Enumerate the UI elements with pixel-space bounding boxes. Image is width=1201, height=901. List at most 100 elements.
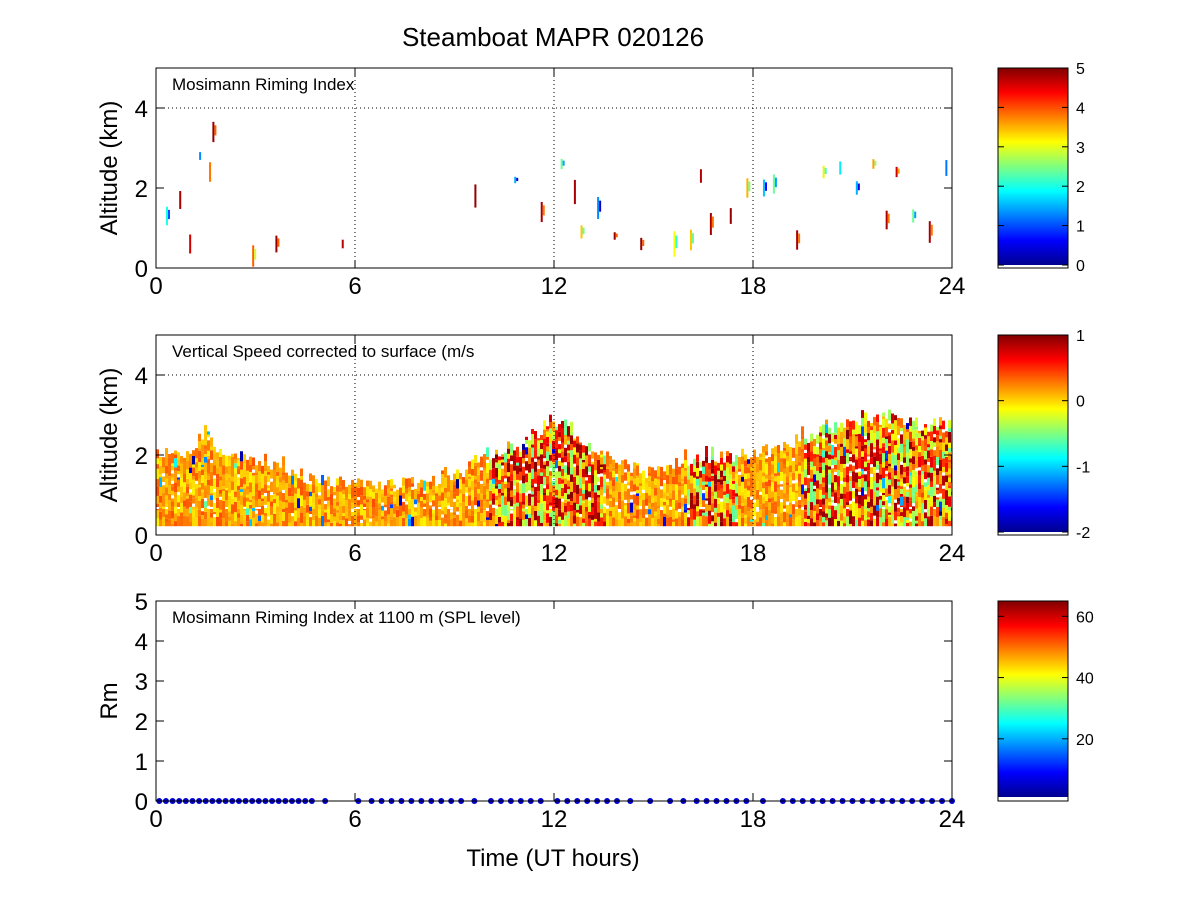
speed-cell: [927, 477, 930, 486]
speed-cell: [468, 474, 471, 477]
speed-cell: [432, 509, 435, 514]
speed-cell: [927, 450, 930, 459]
speed-cell: [942, 458, 945, 467]
speed-cell: [873, 456, 876, 467]
speed-cell: [501, 515, 504, 522]
speed-cell: [483, 494, 486, 500]
speed-cell: [537, 448, 540, 457]
speed-cell: [507, 492, 510, 502]
speed-cell: [873, 502, 876, 506]
speed-cell: [369, 516, 372, 519]
speed-cell: [819, 515, 822, 522]
speed-cell: [243, 476, 246, 485]
speed-cell: [516, 517, 519, 521]
speed-cell: [501, 454, 504, 457]
speed-cell: [522, 458, 525, 461]
speed-cell: [780, 484, 783, 487]
speed-cell: [366, 502, 369, 508]
speed-cell: [834, 475, 837, 483]
speed-cell: [873, 466, 876, 473]
speed-cell: [660, 498, 663, 501]
speed-cell: [225, 473, 228, 480]
speed-cell: [270, 481, 273, 492]
speed-cell: [747, 485, 750, 491]
speed-cell: [246, 501, 249, 509]
speed-cell: [501, 475, 504, 483]
speed-cell: [405, 488, 408, 494]
speed-cell: [702, 473, 705, 482]
y-tick-label: 0: [135, 256, 148, 283]
speed-cell: [936, 475, 939, 485]
riming-sample: [199, 152, 202, 160]
speed-cell: [816, 513, 819, 521]
riming-sample: [897, 168, 900, 174]
speed-cell: [366, 507, 369, 518]
speed-cell: [642, 508, 645, 519]
speed-cell: [414, 507, 417, 512]
speed-cell: [948, 477, 951, 482]
speed-cell: [948, 515, 951, 521]
speed-cell: [714, 522, 717, 527]
colorbar-tick-label: 5: [1076, 61, 1085, 78]
speed-cell: [156, 449, 159, 459]
speed-cell: [360, 479, 363, 487]
speed-cell: [363, 519, 366, 527]
speed-cell: [573, 447, 576, 455]
speed-cell: [762, 509, 765, 519]
speed-cell: [927, 497, 930, 509]
speed-cell: [864, 509, 867, 516]
speed-cell: [324, 504, 327, 510]
speed-cell: [783, 450, 786, 454]
speed-cell: [930, 481, 933, 487]
speed-cell: [201, 511, 204, 516]
speed-cell: [711, 446, 714, 457]
speed-cell: [906, 519, 909, 523]
speed-cell: [906, 431, 909, 440]
speed-cell: [237, 500, 240, 509]
speed-cell: [432, 475, 435, 482]
speed-cell: [948, 481, 951, 486]
speed-cell: [492, 458, 495, 469]
speed-cell: [276, 471, 279, 476]
speed-cell: [492, 478, 495, 484]
speed-cell: [213, 502, 216, 512]
speed-cell: [828, 452, 831, 455]
speed-cell: [762, 497, 765, 504]
speed-cell: [363, 499, 366, 504]
speed-cell: [825, 499, 828, 509]
speed-cell: [525, 514, 528, 519]
speed-cell: [936, 457, 939, 466]
speed-cell: [552, 440, 555, 450]
speed-cell: [909, 487, 912, 498]
speed-cell: [924, 435, 927, 439]
panel-annotation: Mosimann Riming Index at 1100 m (SPL lev…: [172, 608, 521, 627]
speed-cell: [627, 464, 630, 472]
speed-cell: [789, 514, 792, 518]
speed-cell: [696, 468, 699, 477]
speed-cell: [906, 445, 909, 453]
x-tick-label: 0: [149, 806, 162, 833]
speed-cell: [660, 517, 663, 527]
speed-cell: [936, 490, 939, 495]
speed-cell: [726, 516, 729, 527]
speed-cell: [918, 489, 921, 498]
speed-cell: [285, 511, 288, 521]
speed-cell: [195, 458, 198, 463]
speed-cell: [312, 493, 315, 504]
speed-cell: [486, 472, 489, 477]
speed-cell: [945, 512, 948, 519]
speed-cell: [834, 457, 837, 461]
speed-cell: [204, 462, 207, 472]
speed-cell: [909, 497, 912, 501]
speed-cell: [510, 464, 513, 475]
speed-cell: [948, 520, 951, 527]
speed-cell: [948, 431, 951, 443]
speed-cell: [690, 492, 693, 500]
speed-cell: [510, 490, 513, 497]
speed-cell: [177, 502, 180, 509]
speed-cell: [930, 424, 933, 432]
speed-cell: [471, 510, 474, 516]
speed-cell: [729, 521, 732, 527]
speed-cell: [861, 445, 864, 452]
speed-cell: [765, 515, 768, 521]
